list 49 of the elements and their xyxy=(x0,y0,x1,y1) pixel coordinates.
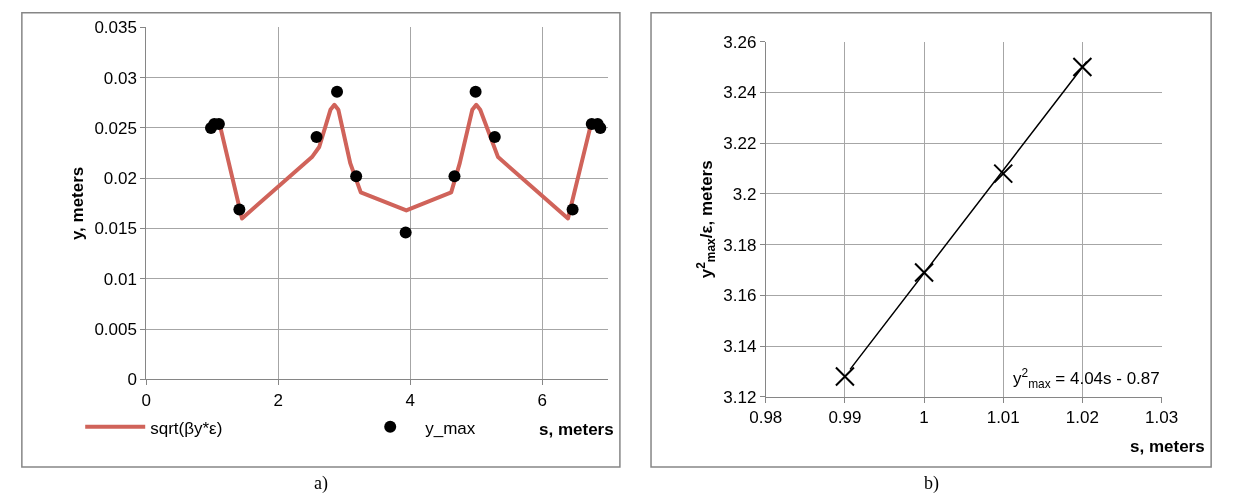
point xyxy=(1072,57,1093,78)
y-tick-label: 0.03 xyxy=(103,68,137,88)
point xyxy=(834,366,855,387)
x-tick-label: 1 xyxy=(919,408,929,428)
point xyxy=(399,226,412,239)
point xyxy=(594,121,607,134)
x-tick-label: 1.01 xyxy=(986,408,1020,428)
text: a) xyxy=(314,473,328,494)
point xyxy=(488,130,501,143)
y-tick-label: 3.12 xyxy=(723,387,757,407)
y-tick-label: 3.18 xyxy=(723,235,757,255)
point xyxy=(566,203,579,216)
point xyxy=(448,170,461,183)
legend-label: sqrt(βy*ε) xyxy=(150,418,223,438)
point xyxy=(331,85,344,98)
legend-label: y_max xyxy=(425,418,476,438)
y-tick-label: 0.015 xyxy=(94,219,137,239)
y-tick-label: 0.01 xyxy=(103,269,137,289)
point xyxy=(469,85,482,98)
x-axis-title: s, meters xyxy=(539,420,614,439)
y-tick-label: 0.005 xyxy=(94,320,137,340)
point xyxy=(914,262,935,283)
x-tick-label: 0.98 xyxy=(749,408,783,428)
annotation: y$^{2}$$_{max}$ = 4.04s - 0.87 xyxy=(1013,366,1160,391)
x-tick-label: 6 xyxy=(537,390,547,410)
x-tick-label: 0.99 xyxy=(828,408,862,428)
y-tick-label: 3.22 xyxy=(723,134,757,154)
y-tick-label: 0.035 xyxy=(94,18,137,38)
x-tick-label: 1.02 xyxy=(1065,408,1099,428)
y-tick-label: 3.14 xyxy=(723,337,757,357)
x-tick-label: 1.03 xyxy=(1145,408,1179,428)
y-tick-label: 3.16 xyxy=(723,286,757,306)
y-tick-label: 0 xyxy=(127,370,137,390)
x-tick-label: 4 xyxy=(405,390,416,410)
text: b) xyxy=(924,473,939,494)
point xyxy=(993,163,1014,184)
line-series xyxy=(217,102,594,221)
y-tick-label: 0.02 xyxy=(103,169,137,189)
y-tick-label: 3.24 xyxy=(723,83,757,103)
x-axis-title: s, meters xyxy=(1130,437,1205,456)
y-tick-label: 0.025 xyxy=(94,118,137,138)
point xyxy=(233,203,246,216)
x-tick-label: 0 xyxy=(141,390,152,410)
y-tick-label: 3.26 xyxy=(723,32,757,52)
x-tick-label: 2 xyxy=(273,390,284,410)
point xyxy=(310,130,323,143)
y-axis-title: y, meters xyxy=(67,166,87,241)
point xyxy=(350,170,363,183)
y-tick-label: 3.2 xyxy=(732,184,757,204)
